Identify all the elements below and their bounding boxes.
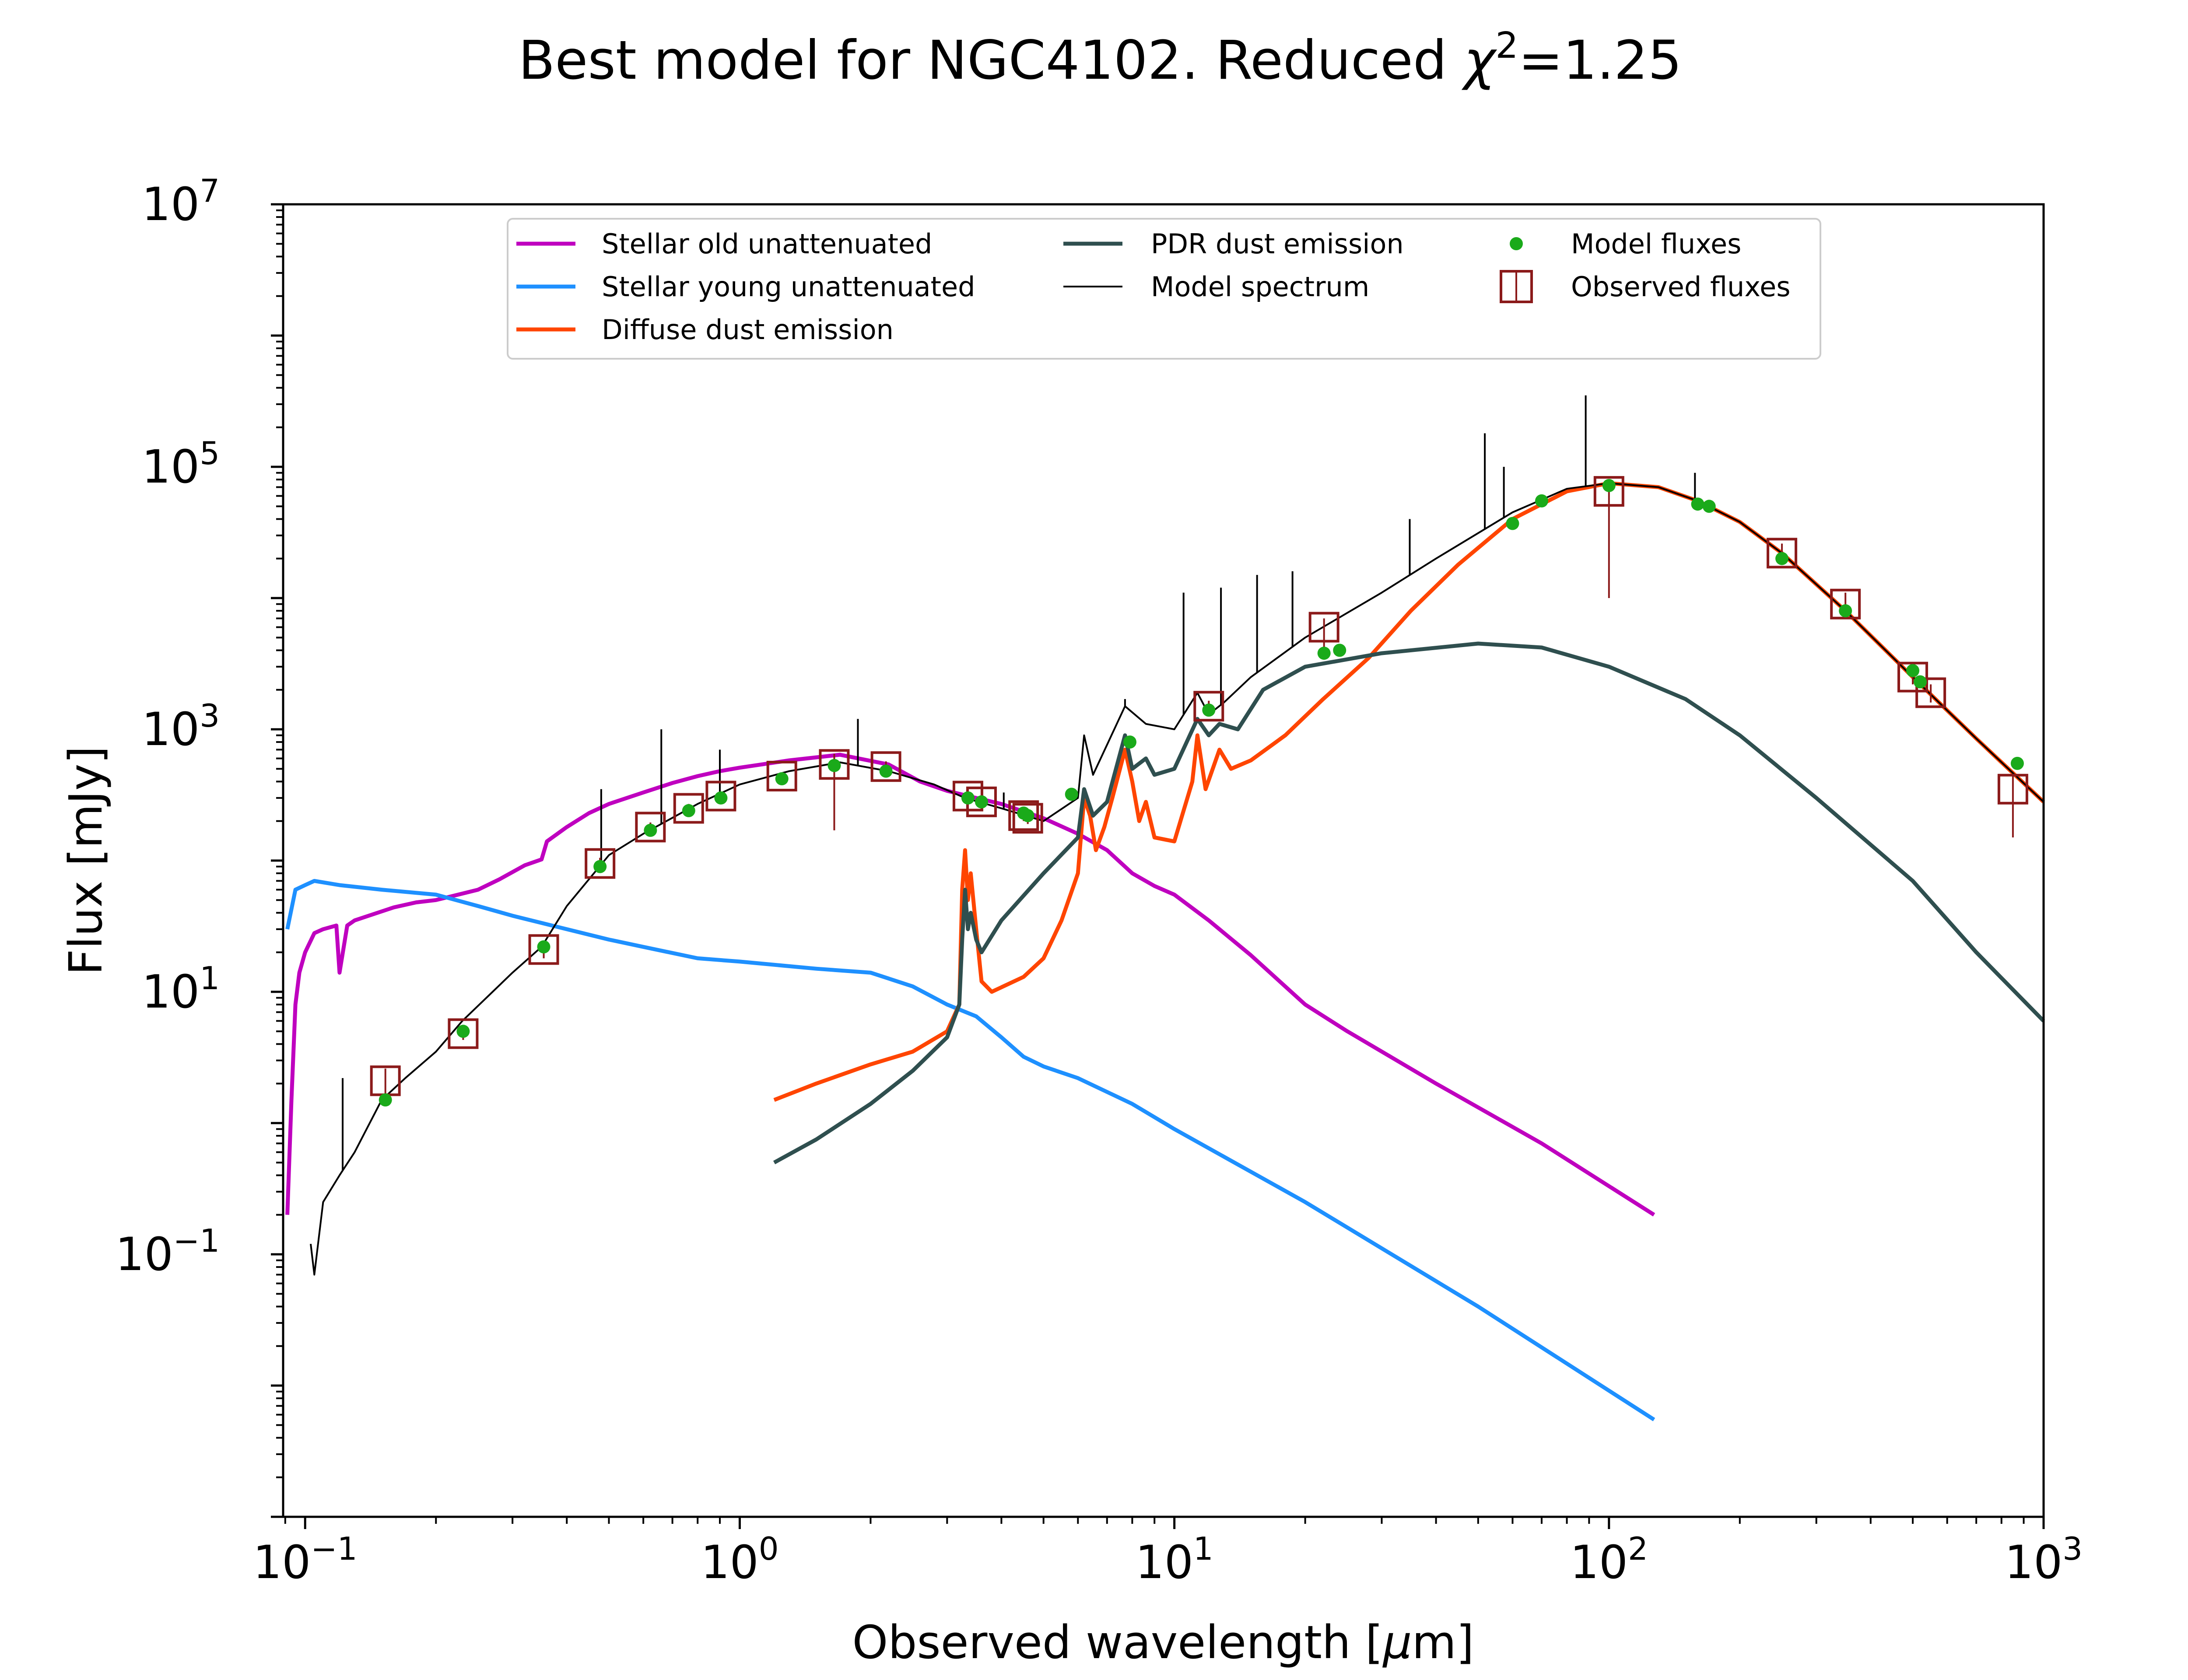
observed-flux-marker <box>448 1018 479 1049</box>
observed-flux-marker <box>766 760 797 791</box>
model-flux-point <box>1913 675 1927 689</box>
observed-flux-marker <box>1830 588 1861 620</box>
model-flux-point <box>879 764 893 778</box>
observed-flux-marker <box>528 934 559 965</box>
model-flux-point <box>1602 479 1616 492</box>
series-layer <box>285 481 2045 1421</box>
y-axis-ticks: 10−1 101 103 105 107 <box>116 172 283 1518</box>
model-flux-point <box>775 772 789 786</box>
model-flux-point <box>828 759 841 772</box>
observed-flux-marker <box>585 848 616 879</box>
legend-swatch <box>1510 237 1523 250</box>
model-flux-point <box>714 791 728 805</box>
legend-entry-diffuse-dust: Diffuse dust emission <box>516 314 894 346</box>
observed-flux-marker <box>870 751 901 782</box>
legend-label: Model spectrum <box>1151 271 1369 303</box>
legend-label: PDR dust emission <box>1151 228 1404 260</box>
observed-flux-point <box>1308 612 1339 651</box>
observed-flux-marker <box>705 780 736 812</box>
legend-entry-stellar-old: Stellar old unattenuated <box>516 228 932 260</box>
legend-frame <box>507 218 1821 360</box>
observed-flux-marker <box>819 749 850 780</box>
model-flux-point <box>1702 500 1716 513</box>
legend-label: Stellar old unattenuated <box>602 228 932 260</box>
observed-flux-marker <box>1997 774 2028 805</box>
x-tick-label: 10−1 <box>253 1530 357 1589</box>
model-flux-point <box>593 860 607 873</box>
model-flux-point <box>2010 756 2024 770</box>
model-flux-point <box>1333 644 1346 657</box>
model-flux-point <box>537 940 551 954</box>
model-flux-point <box>1021 809 1034 822</box>
model-flux-point <box>1202 704 1216 717</box>
model-flux-point <box>456 1025 470 1038</box>
y-tick-label: 103 <box>142 697 220 756</box>
legend-entry-model-spectrum: Model spectrum <box>1063 271 1369 303</box>
model-flux-point <box>1065 788 1078 801</box>
x-axis-label: Observed wavelength [μm] <box>852 1616 1474 1669</box>
legend-entry-stellar-young: Stellar young unattenuated <box>516 271 975 303</box>
legend: Stellar old unattenuated Stellar young u… <box>507 218 1821 360</box>
observed-flux-point <box>1593 476 1624 598</box>
model-flux-point <box>1506 517 1519 530</box>
model-flux-point <box>1775 552 1789 565</box>
legend-label: Stellar young unattenuated <box>602 271 975 303</box>
observed-flux-point <box>1997 774 2028 838</box>
y-axis-label: Flux [mJy] <box>59 746 112 975</box>
legend-label: Observed fluxes <box>1571 271 1791 303</box>
model-flux-point <box>1535 494 1548 508</box>
model-flux-point <box>1317 647 1331 660</box>
model-fluxes-layer <box>379 479 2024 1107</box>
series-line-stellar-young-unattenuated <box>285 879 1655 1421</box>
x-tick-label: 103 <box>2005 1530 2083 1589</box>
observed-flux-point <box>1915 677 1946 708</box>
chart-title: Best model for NGC4102. Reduced χ2=1.25 <box>519 25 1682 91</box>
model-spectrum-emission-lines <box>342 395 1696 1171</box>
observed-flux-marker <box>1308 612 1339 643</box>
y-tick-label: 105 <box>142 435 220 494</box>
model-flux-point <box>961 791 975 805</box>
model-flux-point <box>1839 604 1852 618</box>
model-flux-point <box>644 823 657 837</box>
y-tick-label: 107 <box>142 172 220 231</box>
x-tick-label: 102 <box>1570 1530 1648 1589</box>
observed-flux-marker <box>1915 677 1946 708</box>
legend-label: Diffuse dust emission <box>602 314 894 346</box>
x-tick-label: 101 <box>1136 1530 1213 1589</box>
observed-flux-marker <box>1008 800 1039 831</box>
observed-flux-marker <box>1593 476 1624 507</box>
observed-flux-marker <box>673 793 704 824</box>
y-tick-label: 10−1 <box>116 1222 220 1281</box>
observed-flux-marker <box>1767 538 1798 569</box>
observed-flux-marker <box>1012 803 1043 834</box>
observed-flux-marker <box>1897 662 1929 693</box>
observed-flux-marker <box>635 812 666 843</box>
model-flux-point <box>1123 735 1136 749</box>
model-flux-point <box>682 804 695 817</box>
model-flux-point <box>975 795 988 808</box>
legend-label: Model fluxes <box>1571 228 1741 260</box>
model-flux-point <box>1691 497 1704 511</box>
y-tick-label: 101 <box>142 960 220 1018</box>
legend-entry-pdr-dust: PDR dust emission <box>1063 228 1404 260</box>
observed-flux-marker <box>1193 691 1224 722</box>
legend-entry-observed-fluxes: Observed fluxes <box>1500 270 1791 303</box>
x-tick-label: 100 <box>701 1530 778 1589</box>
legend-entry-model-fluxes: Model fluxes <box>1510 228 1741 260</box>
x-axis-ticks: 10−1 100 101 102 103 <box>253 1517 2083 1589</box>
model-flux-point <box>379 1093 392 1107</box>
series-line-model-spectrum <box>310 482 2044 1276</box>
model-flux-point <box>1906 664 1920 677</box>
series-line-pdr-dust-emission <box>773 641 2045 1165</box>
series-line-stellar-old-unattenuated <box>285 752 1655 1217</box>
